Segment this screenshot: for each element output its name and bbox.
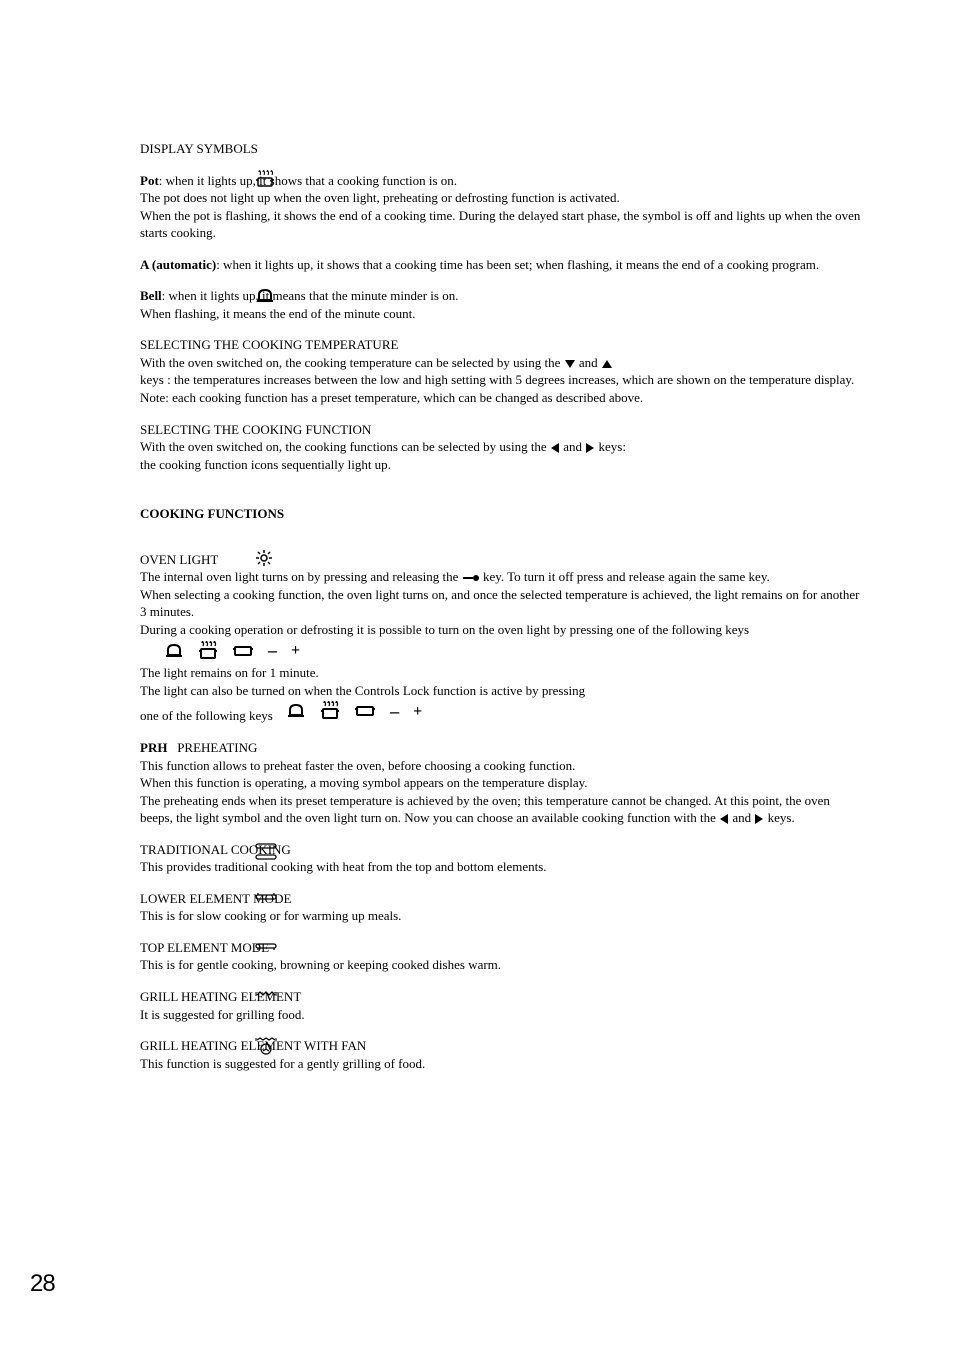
traditional-heading: TRADITIONAL COOKING [140, 841, 864, 859]
traditional-text: This provides traditional cooking with h… [140, 858, 864, 876]
selecting-temp-section: SELECTING THE COOKING TEMPERATURE With t… [140, 336, 864, 406]
minus-key-icon-2: – [390, 699, 399, 723]
automatic-label: A (automatic) [140, 257, 216, 272]
grill-heading: GRILL HEATING ELEMENT [140, 988, 864, 1006]
page-number: 28 [30, 1270, 55, 1298]
selecting-temp-heading: SELECTING THE COOKING TEMPERATURE [140, 336, 864, 354]
bell-key-icon-2 [286, 702, 306, 720]
oven-light-text3: During a cooking operation or defrosting… [140, 621, 864, 639]
oven-light-text1a: The internal oven light turns on by pres… [140, 569, 462, 584]
selecting-func-line1: With the oven switched on, the cooking f… [140, 438, 864, 456]
selecting-func-section: SELECTING THE COOKING FUNCTION With the … [140, 421, 864, 474]
dish-key-icon [232, 645, 254, 657]
prh-text3b: and [732, 810, 754, 825]
pot-text3: When the pot is flashing, it shows the e… [140, 207, 864, 242]
oven-light-text1b: key. To turn it off press and release ag… [483, 569, 770, 584]
pot-label: Pot [140, 173, 159, 188]
bell-line1: Bell: when it lights up, it means that t… [140, 287, 864, 305]
selecting-func-text1c: keys: [599, 439, 626, 454]
grill-icon [255, 990, 277, 1000]
dish-key-icon-2 [354, 705, 376, 717]
pot-key-icon [198, 641, 218, 661]
light-icon [255, 549, 277, 567]
pot-line1: Pot: when it lights up, it shows that a … [140, 172, 864, 190]
bell-section: Bell: when it lights up, it means that t… [140, 287, 864, 322]
right-triangle-icon-2 [754, 813, 764, 825]
pot-section: Pot: when it lights up, it shows that a … [140, 172, 864, 242]
oven-light-text4: The light remains on for 1 minute. [140, 664, 864, 682]
right-triangle-icon [585, 442, 595, 454]
display-symbols-section: DISPLAY SYMBOLS [140, 140, 864, 158]
oven-light-line6: one of the following keys – + [140, 699, 864, 725]
oven-light-text6: one of the following keys [140, 708, 273, 723]
pot-text2: The pot does not light up when the oven … [140, 189, 864, 207]
pot-key-icon-2 [320, 701, 340, 721]
automatic-text: : when it lights up, it shows that a coo… [216, 257, 819, 272]
top-section: TOP ELEMENT MODE This is for gentle cook… [140, 939, 864, 974]
top-element-icon [255, 941, 277, 951]
left-triangle-icon [550, 442, 560, 454]
prh-heading-line: PRH PREHEATING [140, 739, 864, 757]
minus-key-icon: – [268, 638, 277, 662]
left-triangle-icon-2 [719, 813, 729, 825]
key-icon [462, 573, 480, 583]
grill-text: It is suggested for grilling food. [140, 1006, 864, 1024]
plus-key-icon: + [291, 640, 300, 662]
grill-fan-icon [255, 1037, 277, 1057]
pot-icon [255, 170, 277, 188]
oven-light-heading: OVEN LIGHT [140, 551, 864, 569]
cooking-functions-heading-section: COOKING FUNCTIONS [140, 505, 864, 523]
selecting-func-text2: the cooking function icons sequentially … [140, 456, 864, 474]
prh-text2: When this function is operating, a movin… [140, 774, 864, 792]
plus-key-icon-2: + [413, 701, 422, 723]
bell-label: Bell [140, 288, 162, 303]
top-heading: TOP ELEMENT MODE [140, 939, 864, 957]
bell-icon [255, 287, 277, 305]
lower-element-icon [255, 892, 277, 902]
oven-light-keys-row1: – + [140, 638, 864, 664]
bell-key-icon [164, 642, 184, 660]
oven-light-text2: When selecting a cooking function, the o… [140, 586, 864, 621]
lower-section: LOWER ELEMENT MODE This is for slow cook… [140, 890, 864, 925]
grill-fan-section: GRILL HEATING ELEMENT WITH FAN This func… [140, 1037, 864, 1072]
down-triangle-icon [564, 359, 576, 369]
oven-light-text5: The light can also be turned on when the… [140, 682, 864, 700]
oven-light-section: OVEN LIGHT The internal oven light turns… [140, 551, 864, 725]
prh-line3: The preheating ends when its preset temp… [140, 792, 864, 827]
automatic-section: A (automatic): when it lights up, it sho… [140, 256, 864, 274]
selecting-temp-text1: With the oven switched on, the cooking t… [140, 355, 560, 370]
top-text: This is for gentle cooking, browning or … [140, 956, 864, 974]
page-container: DISPLAY SYMBOLS Pot: when it lights up, … [0, 0, 954, 1354]
lower-heading: LOWER ELEMENT MODE [140, 890, 864, 908]
selecting-func-text1b: and [563, 439, 582, 454]
up-triangle-icon [601, 359, 613, 369]
pot-text1: : when it lights up, it shows that a coo… [159, 173, 457, 188]
selecting-func-text1a: With the oven switched on, the cooking f… [140, 439, 547, 454]
automatic-line: A (automatic): when it lights up, it sho… [140, 256, 864, 274]
selecting-temp-text1b: and [579, 355, 601, 370]
selecting-func-heading: SELECTING THE COOKING FUNCTION [140, 421, 864, 439]
selecting-temp-text2: keys : the temperatures increases betwee… [140, 371, 864, 389]
bell-text2: When flashing, it means the end of the m… [140, 305, 864, 323]
prh-text1: This function allows to preheat faster t… [140, 757, 864, 775]
display-symbols-heading: DISPLAY SYMBOLS [140, 140, 864, 158]
bell-text1: : when it lights up, it means that the m… [162, 288, 459, 303]
selecting-temp-line1: With the oven switched on, the cooking t… [140, 354, 864, 372]
lower-text: This is for slow cooking or for warming … [140, 907, 864, 925]
prh-heading: PREHEATING [177, 740, 257, 755]
prh-label: PRH [140, 740, 167, 755]
oven-light-line1: The internal oven light turns on by pres… [140, 568, 864, 586]
grill-fan-text: This function is suggested for a gently … [140, 1055, 864, 1073]
cooking-functions-heading: COOKING FUNCTIONS [140, 505, 864, 523]
grill-section: GRILL HEATING ELEMENT It is suggested fo… [140, 988, 864, 1023]
traditional-section: TRADITIONAL COOKING This provides tradit… [140, 841, 864, 876]
prh-text3c: keys. [768, 810, 795, 825]
selecting-temp-text3: Note: each cooking function has a preset… [140, 389, 864, 407]
traditional-icon [255, 843, 277, 861]
prh-section: PRH PREHEATING This function allows to p… [140, 739, 864, 827]
grill-fan-heading: GRILL HEATING ELEMENT WITH FAN [140, 1037, 864, 1055]
